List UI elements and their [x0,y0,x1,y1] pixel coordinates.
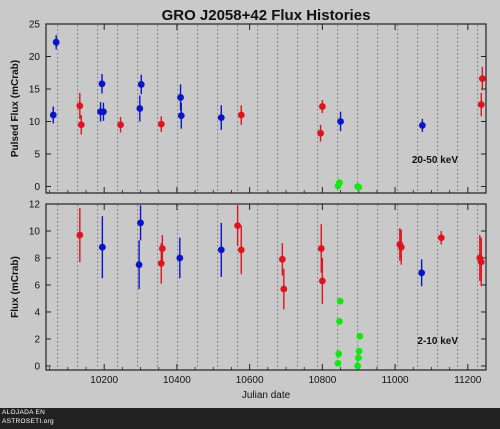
data-point [318,277,326,285]
flux-history-chart: GRO J2058+42 Flux Histories Pulsed Flux (… [10,7,487,401]
data-point [237,111,245,119]
y-axis-label: Pulsed Flux (mCrab) [10,60,21,157]
data-point [234,222,242,229]
data-point [317,245,325,252]
x-tick-label: 11000 [382,375,410,386]
data-point [157,259,165,267]
data-point [217,114,225,121]
x-tick-label: 10800 [308,375,336,386]
y-tick-label: 6 [34,280,40,291]
y-tick-label: 15 [29,85,41,96]
watermark-line-1: ALOJADA EN [2,409,46,416]
data-point [336,179,343,187]
data-point [137,219,144,227]
data-point [317,129,324,137]
y-tick-label: 20 [29,52,41,63]
y-axis-label: Flux (mCrab) [10,256,21,318]
data-point [100,108,107,116]
data-point [336,318,343,325]
plot-frame [45,203,487,371]
plot-frame [45,23,487,194]
data-point [157,120,165,128]
data-point [334,359,342,367]
energy-band-label: 20-50 keV [412,155,458,166]
data-point [354,362,362,370]
data-point [335,350,343,358]
data-point [135,261,143,269]
y-tick-label: 10 [29,226,41,237]
data-point [397,243,405,251]
data-point [318,103,326,110]
x-tick-label: 10200 [90,375,118,386]
data-point [117,121,124,129]
y-tick-label: 0 [34,361,40,372]
data-point [477,258,485,266]
watermark-bar [0,408,500,429]
data-point [355,183,363,191]
data-point [98,80,106,88]
data-point [337,118,344,125]
data-point [52,38,60,46]
y-tick-label: 4 [34,307,40,318]
x-tick-label: 10400 [163,375,191,386]
data-point [177,94,184,101]
x-tick-label: 11200 [454,375,482,386]
data-point [77,121,85,129]
chart-title: GRO J2058+42 Flux Histories [162,7,371,24]
data-point [177,112,185,120]
y-tick-label: 10 [29,117,41,128]
data-point [418,122,426,129]
data-point [76,231,84,239]
data-point [418,269,426,277]
data-point [137,81,145,88]
data-point [478,75,486,82]
y-tick-label: 0 [34,182,40,193]
y-tick-label: 2 [34,334,40,345]
x-axis-label: Julian date [242,390,291,401]
data-point [237,246,245,254]
data-point [98,243,106,251]
y-tick-label: 12 [29,200,41,211]
data-point [278,255,286,263]
data-point [76,102,84,110]
data-point [158,245,166,252]
data-point [354,354,362,362]
data-point [136,105,144,112]
panel-1: Pulsed Flux (mCrab) [10,23,487,194]
y-tick-label: 5 [34,150,40,161]
data-point [49,111,57,119]
data-point [355,347,363,355]
watermark-line-2: ASTROSETI.org [2,418,54,425]
data-point [176,254,184,262]
data-point [437,234,445,242]
data-point [477,101,485,108]
data-point [280,285,288,293]
energy-band-label: 2-10 keV [417,336,458,347]
data-point [217,246,225,254]
y-tick-label: 25 [29,20,41,31]
data-point [356,332,364,340]
data-point [336,297,344,305]
x-tick-label: 10600 [236,375,264,386]
panel-2: Flux (mCrab) [10,203,487,371]
y-tick-label: 8 [34,253,40,264]
